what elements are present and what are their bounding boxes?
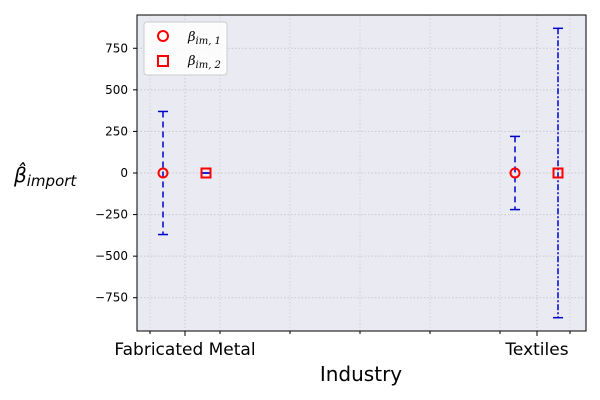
point-circle: [509, 167, 521, 179]
y-tick-label: −500: [95, 249, 128, 263]
y-axis-title: β̂import: [13, 162, 77, 190]
data-marks: [157, 27, 564, 319]
legend-marker-square: [157, 55, 169, 67]
y-tick-label: 0: [120, 166, 128, 180]
y-tick-label: 500: [105, 83, 128, 97]
y-axis-title-sub: import: [27, 172, 78, 190]
legend-label-series-2: βim, 2: [187, 54, 221, 71]
y-tick-label: 750: [105, 41, 128, 55]
legend-label-series-1: βim, 1: [187, 30, 221, 47]
x-tick-label: Textiles: [504, 340, 568, 360]
y-tick-label: −250: [95, 208, 128, 222]
point-square: [552, 167, 564, 179]
point-circle: [157, 167, 169, 179]
legend-box: [143, 21, 228, 76]
legend: βim, 1 βim, 2: [143, 21, 228, 76]
y-tick-label: −750: [95, 291, 128, 305]
x-axis-title: Industry: [320, 362, 402, 386]
x-tick-label: Fabricated Metal: [114, 340, 255, 360]
y-axis-title-main: β̂: [13, 162, 27, 187]
axes: −750 −500 −250 0 250 500 750 Fabricated Metal Te…: [95, 41, 571, 360]
legend-marker-circle: [157, 30, 169, 42]
y-tick-label: 250: [105, 124, 128, 138]
point-square: [200, 167, 212, 179]
